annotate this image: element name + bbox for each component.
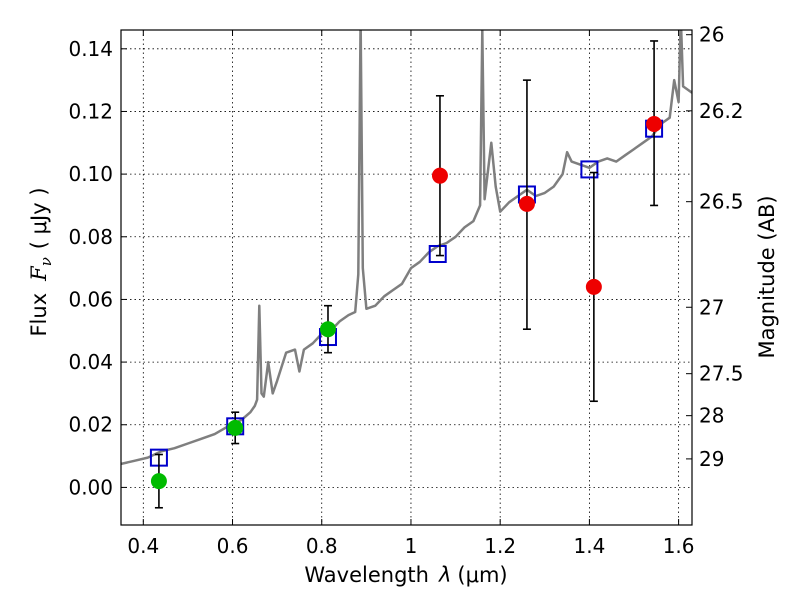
plot-area — [121, 30, 692, 509]
y2-tick-label: 29 — [699, 447, 724, 471]
y-tick-label: 0.14 — [68, 37, 113, 61]
y2-tick-label: 26.2 — [699, 99, 744, 123]
plot-frame — [120, 29, 693, 526]
y2-tick-label: 26 — [699, 23, 724, 47]
secondary-y-axis-label: Magnitude (AB) — [755, 195, 779, 358]
x-tick-label: 0.6 — [217, 534, 249, 558]
y2-tick-label: 28 — [699, 404, 724, 428]
y-tick-label: 0.12 — [68, 99, 113, 123]
measurement-point — [431, 167, 448, 184]
y-tick-label: 0.10 — [68, 162, 113, 186]
y2-tick-label: 27 — [699, 295, 724, 319]
detection-point — [319, 321, 336, 338]
x-tick-label: 1.6 — [663, 534, 695, 558]
y-tick-label: 0.00 — [68, 475, 113, 499]
x-tick-label: 1.2 — [484, 534, 516, 558]
y-tick-label: 0.08 — [68, 225, 113, 249]
detection-point — [227, 419, 244, 436]
detection-point — [150, 473, 167, 490]
x-tick-label: 0.4 — [127, 534, 159, 558]
x-tick-label: 1.4 — [573, 534, 605, 558]
measurement-point — [585, 278, 602, 295]
measurement-point — [518, 195, 535, 212]
model-photometry-square — [580, 160, 599, 179]
measurement-point — [646, 115, 663, 132]
axis-ticks: 0.4 0.6 0.8 1 1.2 1.4 1.6 0.00 0.02 0.04 0.06 0.08 0… — [68, 23, 743, 558]
y-tick-label: 0.04 — [68, 350, 113, 374]
x-axis-label: Wavelength λ (μm) — [304, 563, 507, 587]
spectrum-line — [121, 30, 692, 466]
gridlines — [121, 30, 692, 525]
y2-tick-label: 27.5 — [699, 362, 744, 386]
y-tick-label: 0.06 — [68, 287, 113, 311]
y2-tick-label: 26.5 — [699, 190, 744, 214]
x-tick-label: 1 — [405, 534, 418, 558]
y-tick-label: 0.02 — [68, 413, 113, 437]
x-tick-label: 0.8 — [306, 534, 338, 558]
y-axis-label: FluxFν( μJy ) — [27, 187, 55, 336]
model-photometry-square — [428, 245, 447, 264]
